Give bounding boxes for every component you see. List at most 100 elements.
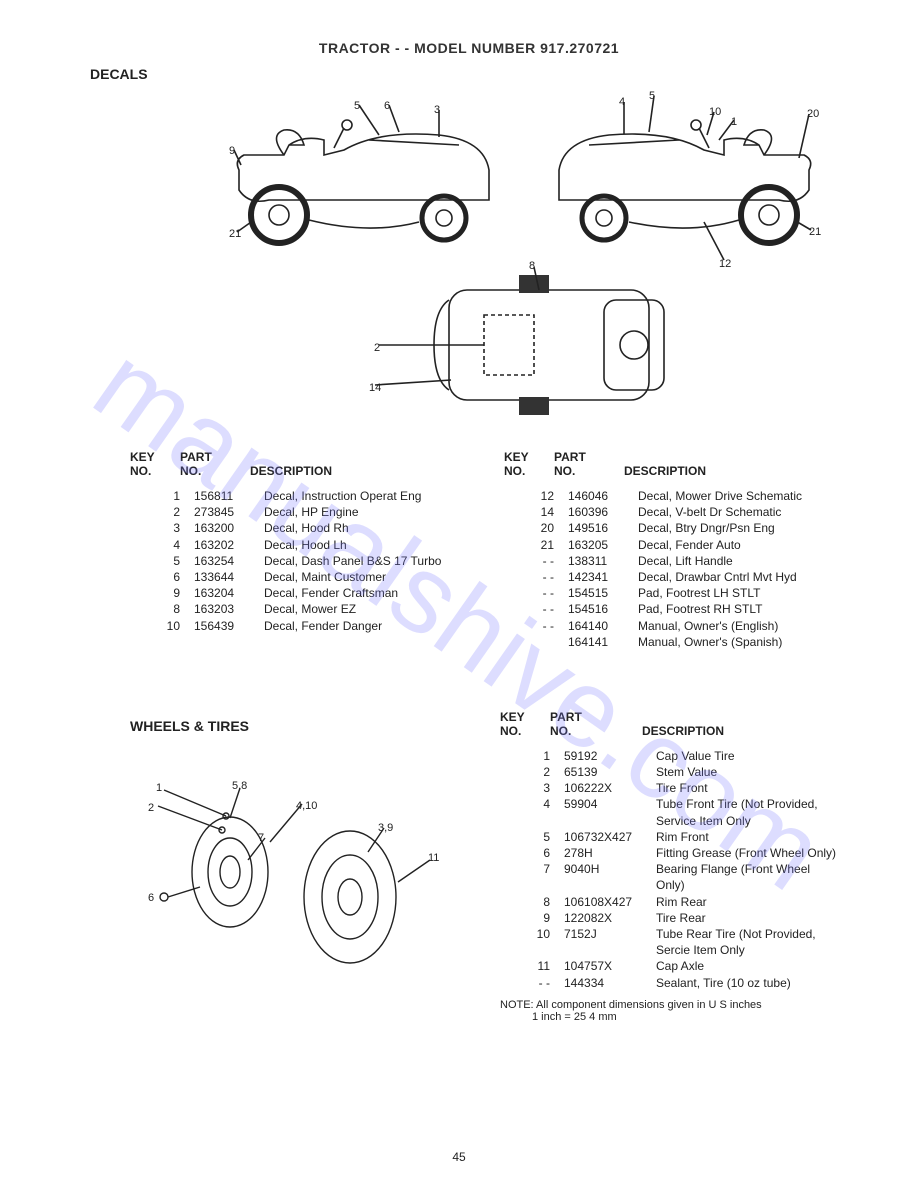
cell-desc: Rim Front xyxy=(656,829,838,845)
callout: 2 xyxy=(148,802,154,814)
header-part: PART xyxy=(180,450,250,464)
table-row: 459904Tube Front Tire (Not Provided, Ser… xyxy=(500,796,838,828)
cell-key: - - xyxy=(504,618,568,634)
decals-table-right: KEY NO. PART NO. DESCRIPTION 12146046Dec… xyxy=(504,450,838,650)
callout: 3,9 xyxy=(378,822,393,834)
table-row: 20149516Decal, Btry Dngr/Psn Eng xyxy=(504,520,838,536)
table-row: 164141Manual, Owner's (Spanish) xyxy=(504,634,838,650)
callout: 11 xyxy=(428,852,439,864)
cell-desc: Fitting Grease (Front Wheel Only) xyxy=(656,845,838,861)
table-row: 6133644Decal, Maint Customer xyxy=(130,569,464,585)
header-key: KEY xyxy=(130,450,180,464)
cell-key: - - xyxy=(504,601,568,617)
cell-part: 133644 xyxy=(194,569,264,585)
cell-part: 163204 xyxy=(194,585,264,601)
table-row: 2273845Decal, HP Engine xyxy=(130,504,464,520)
cell-desc: Tire Rear xyxy=(656,910,838,926)
table-row: - -154516Pad, Footrest RH STLT xyxy=(504,601,838,617)
table-row: 79040HBearing Flange (Front Wheel Only) xyxy=(500,861,838,893)
table-row: 1156811Decal, Instruction Operat Eng xyxy=(130,488,464,504)
header-part-no: NO. xyxy=(180,464,250,478)
cell-desc: Manual, Owner's (Spanish) xyxy=(638,634,838,650)
cell-part: 164141 xyxy=(568,634,638,650)
model-number-header: TRACTOR - - MODEL NUMBER 917.270721 xyxy=(80,40,858,56)
cell-key: - - xyxy=(500,975,564,991)
callout: 20 xyxy=(807,108,819,120)
header-key-no: NO. xyxy=(130,464,180,478)
cell-key: - - xyxy=(504,569,568,585)
table-row: 159192Cap Value Tire xyxy=(500,748,838,764)
cell-key: 12 xyxy=(504,488,568,504)
table-row: 8106108X427Rim Rear xyxy=(500,894,838,910)
cell-key: 8 xyxy=(130,601,194,617)
table-row: 5163254Decal, Dash Panel B&S 17 Turbo xyxy=(130,553,464,569)
cell-desc: Decal, V-belt Dr Schematic xyxy=(638,504,838,520)
cell-desc: Stem Value xyxy=(656,764,838,780)
table-row: 4163202Decal, Hood Lh xyxy=(130,537,464,553)
decals-heading: DECALS xyxy=(90,66,858,82)
table-row: 21163205Decal, Fender Auto xyxy=(504,537,838,553)
cell-desc: Decal, Hood Lh xyxy=(264,537,464,553)
cell-desc: Tire Front xyxy=(656,780,838,796)
table-row: - -154515Pad, Footrest LH STLT xyxy=(504,585,838,601)
cell-desc: Pad, Footrest LH STLT xyxy=(638,585,838,601)
cell-key: 7 xyxy=(500,861,564,893)
wheels-note: NOTE: All component dimensions given in … xyxy=(500,999,838,1023)
column-headers: KEY NO. PART NO. DESCRIPTION xyxy=(130,450,464,478)
cell-part: 59904 xyxy=(564,796,656,828)
cell-desc: Decal, Instruction Operat Eng xyxy=(264,488,464,504)
table-row: 3106222XTire Front xyxy=(500,780,838,796)
cell-key: 14 xyxy=(504,504,568,520)
callout: 9 xyxy=(229,145,235,157)
cell-part: 163200 xyxy=(194,520,264,536)
table-row: 107152JTube Rear Tire (Not Provided, Ser… xyxy=(500,926,838,958)
table-row: 9163204Decal, Fender Craftsman xyxy=(130,585,464,601)
table-row: 14160396Decal, V-belt Dr Schematic xyxy=(504,504,838,520)
cell-part: 122082X xyxy=(564,910,656,926)
table-row: - -138311Decal, Lift Handle xyxy=(504,553,838,569)
callout: 7 xyxy=(258,832,264,844)
note-line2: 1 inch = 25 4 mm xyxy=(500,1011,617,1023)
cell-key: 6 xyxy=(130,569,194,585)
table-row: 8163203Decal, Mower EZ xyxy=(130,601,464,617)
cell-part: 142341 xyxy=(568,569,638,585)
cell-key: 4 xyxy=(500,796,564,828)
cell-part: 160396 xyxy=(568,504,638,520)
cell-desc: Decal, Fender Auto xyxy=(638,537,838,553)
callout: 21 xyxy=(229,228,241,240)
cell-part: 144334 xyxy=(564,975,656,991)
cell-part: 154516 xyxy=(568,601,638,617)
header-part-no: NO. xyxy=(550,724,642,738)
cell-desc: Cap Value Tire xyxy=(656,748,838,764)
cell-desc: Rim Rear xyxy=(656,894,838,910)
column-headers: KEY NO. PART NO. DESCRIPTION xyxy=(500,710,838,738)
cell-key: 2 xyxy=(130,504,194,520)
cell-key: - - xyxy=(504,585,568,601)
cell-desc: Decal, Mower EZ xyxy=(264,601,464,617)
cell-key: 5 xyxy=(130,553,194,569)
cell-key: 4 xyxy=(130,537,194,553)
table-row: 3163200Decal, Hood Rh xyxy=(130,520,464,536)
cell-key: 20 xyxy=(504,520,568,536)
cell-key: 9 xyxy=(130,585,194,601)
wheels-section: WHEELS & TIRES xyxy=(130,710,838,1023)
callout: 1 xyxy=(156,782,162,794)
cell-part: 163205 xyxy=(568,537,638,553)
manual-page: manualshive.com TRACTOR - - MODEL NUMBER… xyxy=(0,0,918,1188)
cell-key: 11 xyxy=(500,958,564,974)
note-line1: NOTE: All component dimensions given in … xyxy=(500,999,762,1011)
cell-desc: Cap Axle xyxy=(656,958,838,974)
cell-key: 6 xyxy=(500,845,564,861)
header-key: KEY xyxy=(504,450,554,464)
table-row: 11104757XCap Axle xyxy=(500,958,838,974)
cell-part: 59192 xyxy=(564,748,656,764)
cell-key: 5 xyxy=(500,829,564,845)
cell-desc: Sealant, Tire (10 oz tube) xyxy=(656,975,838,991)
header-key-no: NO. xyxy=(500,724,550,738)
wheels-table: KEY NO. PART NO. DESCRIPTION 159192Cap V… xyxy=(500,710,838,1023)
cell-part: 278H xyxy=(564,845,656,861)
cell-desc: Decal, Fender Danger xyxy=(264,618,464,634)
table-row: 9122082XTire Rear xyxy=(500,910,838,926)
header-key: KEY xyxy=(500,710,550,724)
page-number: 45 xyxy=(0,1150,918,1164)
